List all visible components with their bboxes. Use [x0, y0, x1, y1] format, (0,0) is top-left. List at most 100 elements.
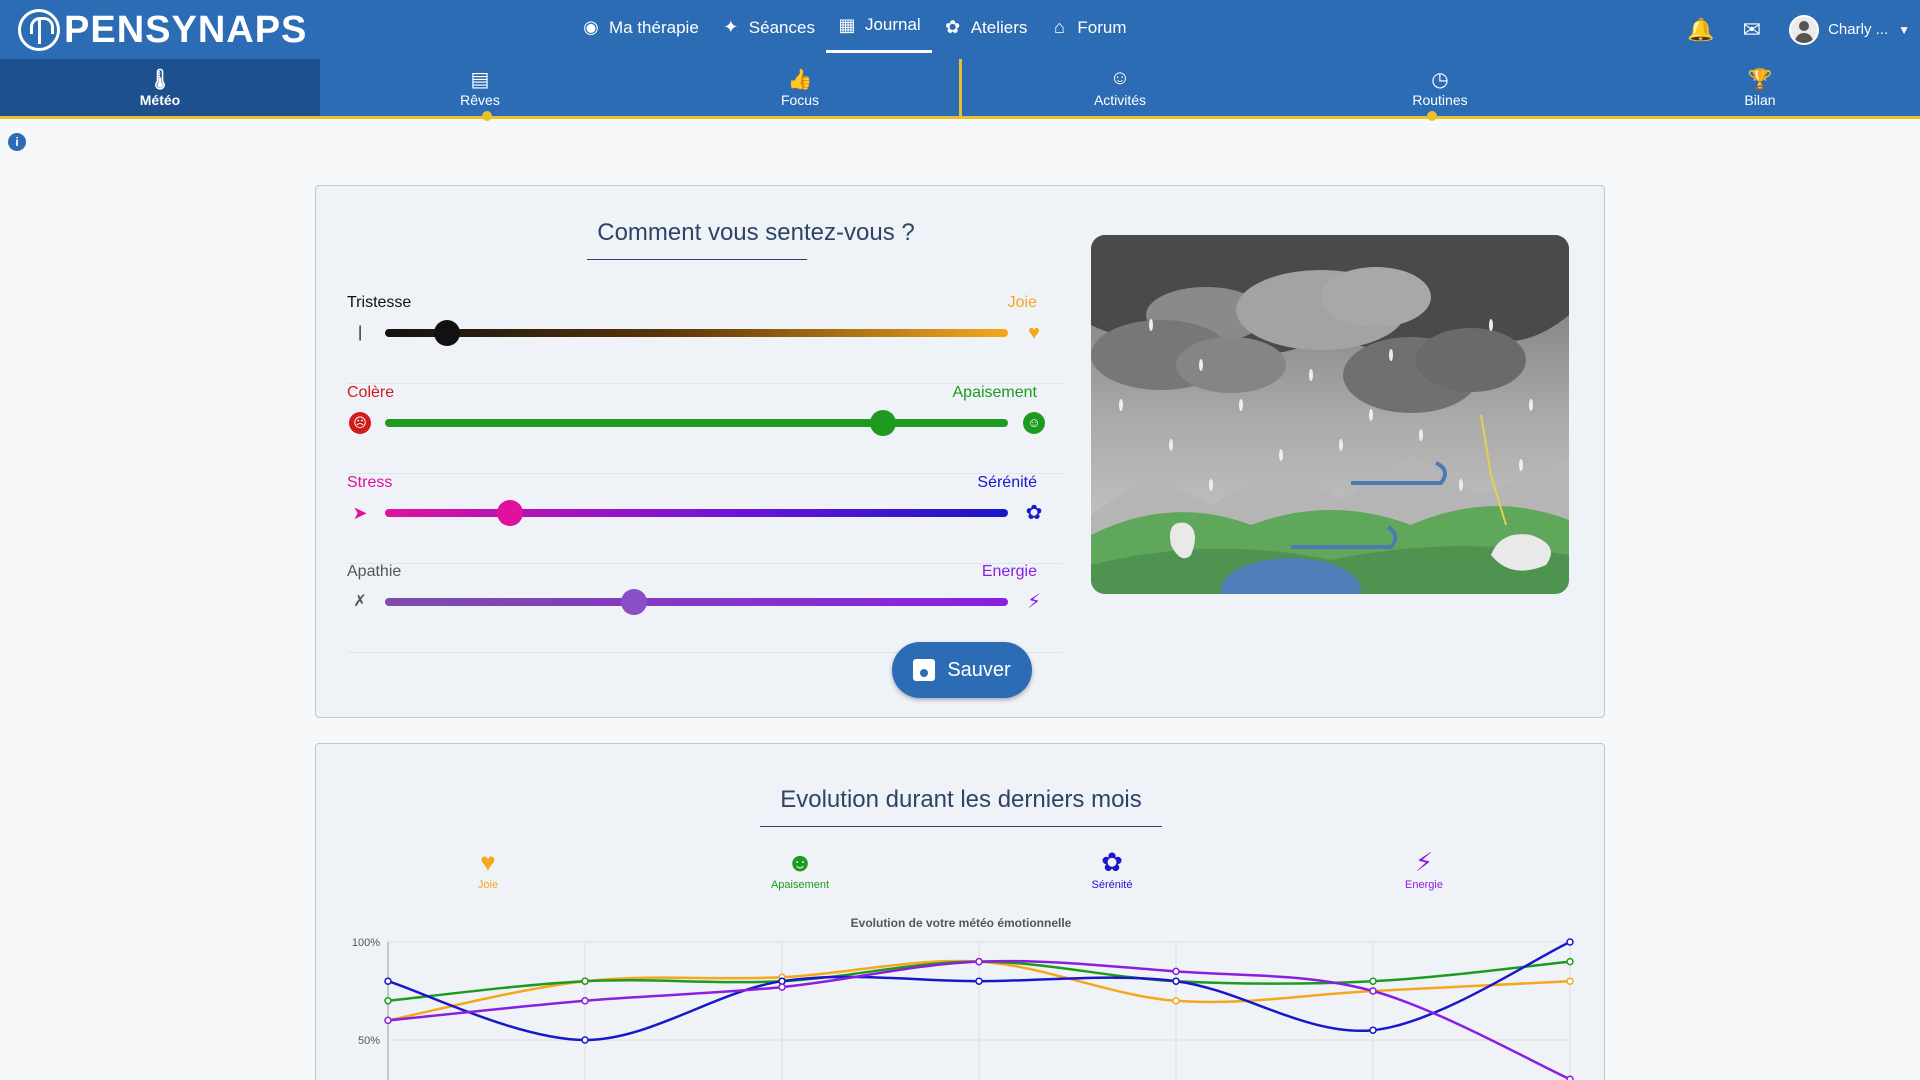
rocket-icon: ➤ [352, 503, 368, 523]
avatar[interactable] [1789, 14, 1820, 45]
smile-icon: ☺ [1109, 67, 1131, 89]
tab-meteo[interactable]: 🌡 Météo [0, 59, 320, 116]
evolution-title: Evolution durant les derniers mois [780, 786, 1142, 813]
flower-icon: ✿ [1025, 502, 1043, 524]
no-energy-icon: ✗ [353, 593, 367, 610]
lightning-icon: ⚡ [1414, 847, 1434, 877]
slider-row-serenite: Stress Sérénité ➤ ✿ [347, 474, 1062, 564]
slider-left-label: Tristesse [347, 294, 412, 311]
tab-label: Rêves [460, 92, 500, 108]
nav-journal[interactable]: ▦ Journal [825, 0, 932, 53]
logo[interactable]: PENSYNAPS [18, 7, 307, 53]
nav-label: Ma thérapie [609, 17, 699, 37]
save-label: Sauver [947, 658, 1011, 681]
y-tick-label: 100% [352, 937, 380, 949]
brain-icon: ◉ [583, 17, 599, 37]
angry-face-icon: ☹ [349, 412, 371, 434]
data-point [384, 977, 392, 985]
group-icon: ✿ [945, 17, 961, 37]
nav-ma-therapie[interactable]: ◉ Ma thérapie [570, 0, 710, 55]
journal-subnav: 🌡 Météo ▤ Rêves 👍 Focus ☺ Activités ◷ Ro… [0, 59, 1920, 121]
slider-thumb[interactable] [496, 500, 523, 526]
data-point [1172, 967, 1180, 976]
data-point [778, 977, 786, 985]
slider-track[interactable] [385, 598, 1008, 606]
chart-title: Evolution de votre météo émotionnelle [850, 916, 1072, 930]
title-underline [587, 259, 807, 260]
slider-track[interactable] [385, 329, 1008, 337]
evolution-card: Evolution durant les derniers mois ♥ Joi… [315, 743, 1605, 1080]
nav-label: Journal [864, 15, 921, 34]
data-point [975, 957, 983, 966]
tab-reves[interactable]: ▤ Rêves [320, 59, 640, 116]
nav-label: Ateliers [970, 17, 1028, 37]
y-tick-label: 50% [358, 1035, 380, 1047]
thumbs-up-icon: 👍 [787, 69, 813, 91]
slider-left-label: Apathie [347, 563, 402, 580]
progress-dot [1427, 111, 1437, 121]
slider-left-label: Stress [347, 474, 393, 491]
data-point [1566, 938, 1574, 946]
tab-label: Activités [1093, 92, 1147, 108]
data-point [581, 977, 589, 985]
mood-card: Comment vous sentez-vous ? Tristesse Joi… [315, 185, 1605, 718]
slider-right-label: Apaisement [952, 384, 1038, 401]
happy-face-icon: ☺ [1023, 412, 1045, 434]
tab-label: Focus [780, 92, 820, 108]
mail-icon[interactable]: ✉ [1742, 16, 1762, 42]
heart-icon: ♥ [480, 847, 496, 877]
broken-heart-icon: ❘ [353, 324, 367, 341]
lightning-icon: ⚡ [1026, 591, 1042, 613]
nav-forum[interactable]: ⌂ Forum [1038, 0, 1137, 55]
legend-apaisement[interactable]: ☻ Apaisement [740, 847, 860, 891]
trophy-icon: 🏆 [1747, 69, 1773, 91]
tab-bilan[interactable]: 🏆 Bilan [1600, 59, 1920, 116]
stormy-weather-illustration [1091, 235, 1569, 594]
user-name[interactable]: Charly ... [1828, 21, 1889, 38]
slider-track[interactable] [385, 419, 1008, 427]
data-point [384, 997, 392, 1005]
nav-label: Forum [1077, 17, 1127, 37]
legend-serenite[interactable]: ✿ Sérénité [1052, 847, 1172, 891]
nav-seances[interactable]: ✦ Séances [710, 0, 826, 55]
top-navbar: PENSYNAPS ◉ Ma thérapie ✦ Séances ▦ Jour… [0, 0, 1920, 59]
legend-energie[interactable]: ⚡ Energie [1364, 847, 1484, 891]
bell-icon[interactable]: 🔔 [1687, 16, 1715, 42]
legend-label: Sérénité [1091, 879, 1133, 891]
slider-left-label: Colère [347, 384, 395, 401]
data-point [1369, 987, 1377, 995]
slider-row-apaisement: Colère Apaisement ☹ ☺ [347, 384, 1062, 474]
data-point [1566, 977, 1574, 985]
title-underline [760, 826, 1162, 827]
legend-joie[interactable]: ♥ Joie [428, 847, 548, 891]
data-point [1566, 957, 1574, 966]
slider-track[interactable] [385, 509, 1008, 517]
user-area: 🔔 ✉ Charly ... ▼ [1687, 0, 1920, 59]
home-icon: ⌂ [1053, 17, 1065, 37]
tab-label: Météo [139, 92, 181, 108]
slider-thumb[interactable] [621, 589, 648, 615]
data-point [778, 983, 786, 991]
slider-row-joie: Tristesse Joie ❘ ♥ [347, 294, 1062, 384]
book-icon: ▦ [838, 14, 856, 35]
data-point [581, 997, 589, 1005]
tab-routines[interactable]: ◷ Routines [1280, 59, 1600, 116]
subnav-divider [959, 59, 962, 116]
flower-icon: ✿ [1101, 847, 1123, 877]
nav-ateliers[interactable]: ✿ Ateliers [932, 0, 1039, 55]
bed-icon: ▤ [470, 69, 490, 91]
nav-label: Séances [748, 17, 815, 37]
happy-face-icon: ☻ [786, 847, 814, 877]
progress-dot [482, 111, 492, 121]
logo-text: PENSYNAPS [64, 8, 308, 51]
info-icon[interactable]: i [8, 133, 26, 151]
sparkle-icon: ✦ [723, 17, 739, 37]
slider-thumb[interactable] [434, 320, 461, 346]
mood-title: Comment vous sentez-vous ? [597, 219, 915, 246]
tab-activites[interactable]: ☺ Activités [960, 59, 1280, 116]
save-button[interactable]: Sauver [892, 642, 1032, 698]
tab-focus[interactable]: 👍 Focus [640, 59, 960, 116]
data-point [1369, 1026, 1377, 1034]
caret-down-icon[interactable]: ▼ [1898, 22, 1910, 37]
slider-thumb[interactable] [870, 410, 897, 436]
